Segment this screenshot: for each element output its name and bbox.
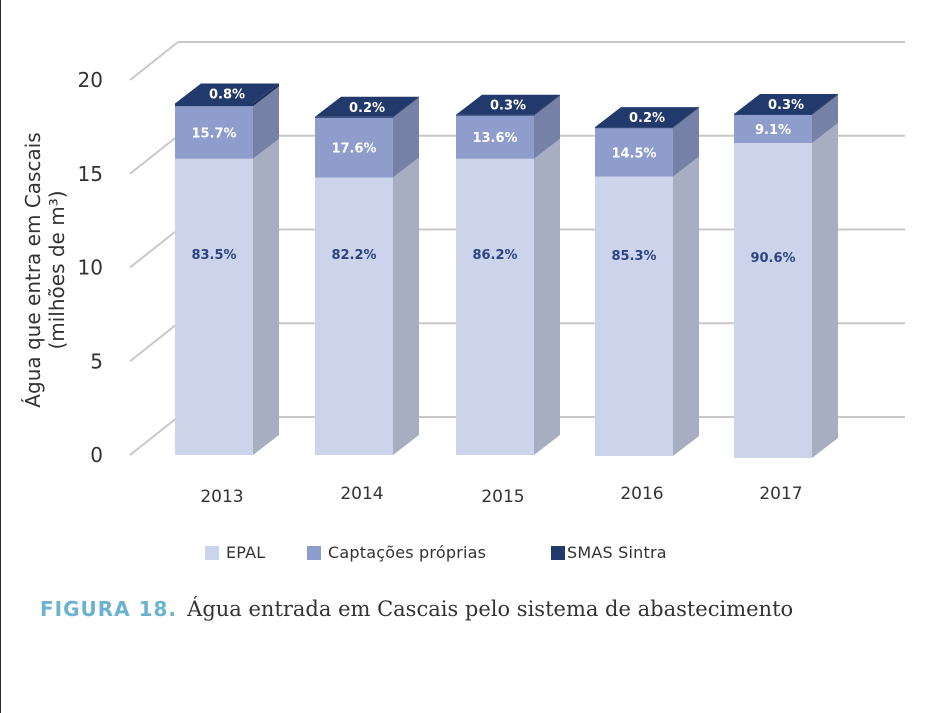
bar-segment-front [315,177,393,455]
y-tick-label: 0 [90,443,103,467]
bar-segment-front [595,176,673,456]
bar-segment-side [812,93,838,115]
bar-segment-side [253,83,279,107]
x-tick-label: 2013 [200,487,243,507]
bar-data-label: 0.2% [349,101,385,116]
gridline-diagonal [129,322,179,363]
y-axis-title-line1: Água que entra em Cascais [21,132,45,407]
bar-data-label: 0.8% [209,87,245,102]
bar-data-label: 0.3% [768,98,804,113]
bar-data-label: 13.6% [472,131,517,146]
bar-data-label: 9.1% [755,123,791,138]
bar-segment-side [534,138,560,455]
bar-segment-side [673,156,699,456]
legend-swatch-smas [551,545,565,560]
bar-segment-side [534,95,560,159]
bar-segment-side [673,107,699,177]
bar-segment-front [734,114,812,143]
page-border [0,0,1,713]
gridline-diagonal [129,41,179,81]
legend-swatch-epal [205,545,219,560]
figure-label: FIGURA 18. [40,597,178,621]
legend-item-epal: EPAL [205,543,265,562]
bar-segment-front [175,158,253,455]
bar-top-face [175,83,279,104]
bar-data-label: 90.6% [750,251,795,266]
bar-data-label: 82.2% [331,248,376,263]
legend-label-smas: SMAS Sintra [567,543,667,562]
bar-top-face [456,94,560,115]
bar-data-label: 0.3% [490,99,526,114]
figure-caption: FIGURA 18. Água entrada em Cascais pelo … [40,596,793,622]
bar-segment-front [456,158,534,455]
legend-label-captacoes: Captações próprias [328,543,487,562]
bar-segment-front [315,116,393,118]
bar-segment-front [175,103,253,107]
bar-segment-side [393,97,419,178]
gridline-diagonal [129,416,179,456]
bar-segment-front [175,106,253,159]
bar-segment-front [734,143,812,458]
y-axis-title: Água que entra em Cascais(milhões de m³) [21,132,69,407]
bar-segment-front [456,114,534,116]
bar-segment-front [734,113,812,115]
chart-legend: EPAL Captações próprias SMAS Sintra [0,543,928,569]
y-tick-label: 20 [78,68,103,92]
figure-title: Água entrada em Cascais pelo sistema de … [187,597,794,621]
bar-data-label: 83.5% [191,248,236,263]
bar-data-label: 17.6% [331,142,376,157]
gridline-diagonal [129,134,179,175]
gridline-diagonal [129,228,179,269]
bar-segment-front [456,115,534,159]
bar-segment-side [812,123,838,458]
legend-item-smas: SMAS Sintra [551,543,667,562]
bar-segment-side [253,138,279,455]
bar-segment-front [315,117,393,178]
bar-top-face [315,96,419,117]
bar-segment-side [534,94,560,116]
y-tick-label: 15 [78,162,103,186]
x-tick-label: 2014 [340,484,383,504]
legend-swatch-captacoes [307,545,321,560]
stacked-bar-chart: 0 5 10 15 20 Água que entra em Cascais(milhõe… [21,41,905,507]
bar-data-label: 14.5% [611,146,656,161]
legend-item-captacoes: Captações próprias [307,543,486,562]
x-tick-label: 2017 [759,484,802,504]
bar-top-face [595,107,699,128]
bar-segment-side [253,86,279,159]
bar-segment-side [393,157,419,455]
bar-data-label: 15.7% [191,127,236,142]
bar-segment-front [595,127,673,129]
y-tick-label: 5 [90,349,103,373]
x-tick-label: 2015 [481,487,524,507]
y-tick-label: 10 [78,256,103,280]
bar-data-label: 0.2% [629,111,665,126]
bar-data-label: 85.3% [611,249,656,264]
bar-segment-side [673,107,699,128]
bar-segment-front [595,127,673,177]
bar-segment-side [393,96,419,118]
bar-data-label: 86.2% [472,248,517,263]
y-axis-title-line2: (milhões de m³) [45,190,69,349]
legend-label-epal: EPAL [226,543,266,562]
x-tick-label: 2016 [620,484,663,504]
bar-segment-side [812,94,838,143]
bar-top-face [734,93,838,114]
